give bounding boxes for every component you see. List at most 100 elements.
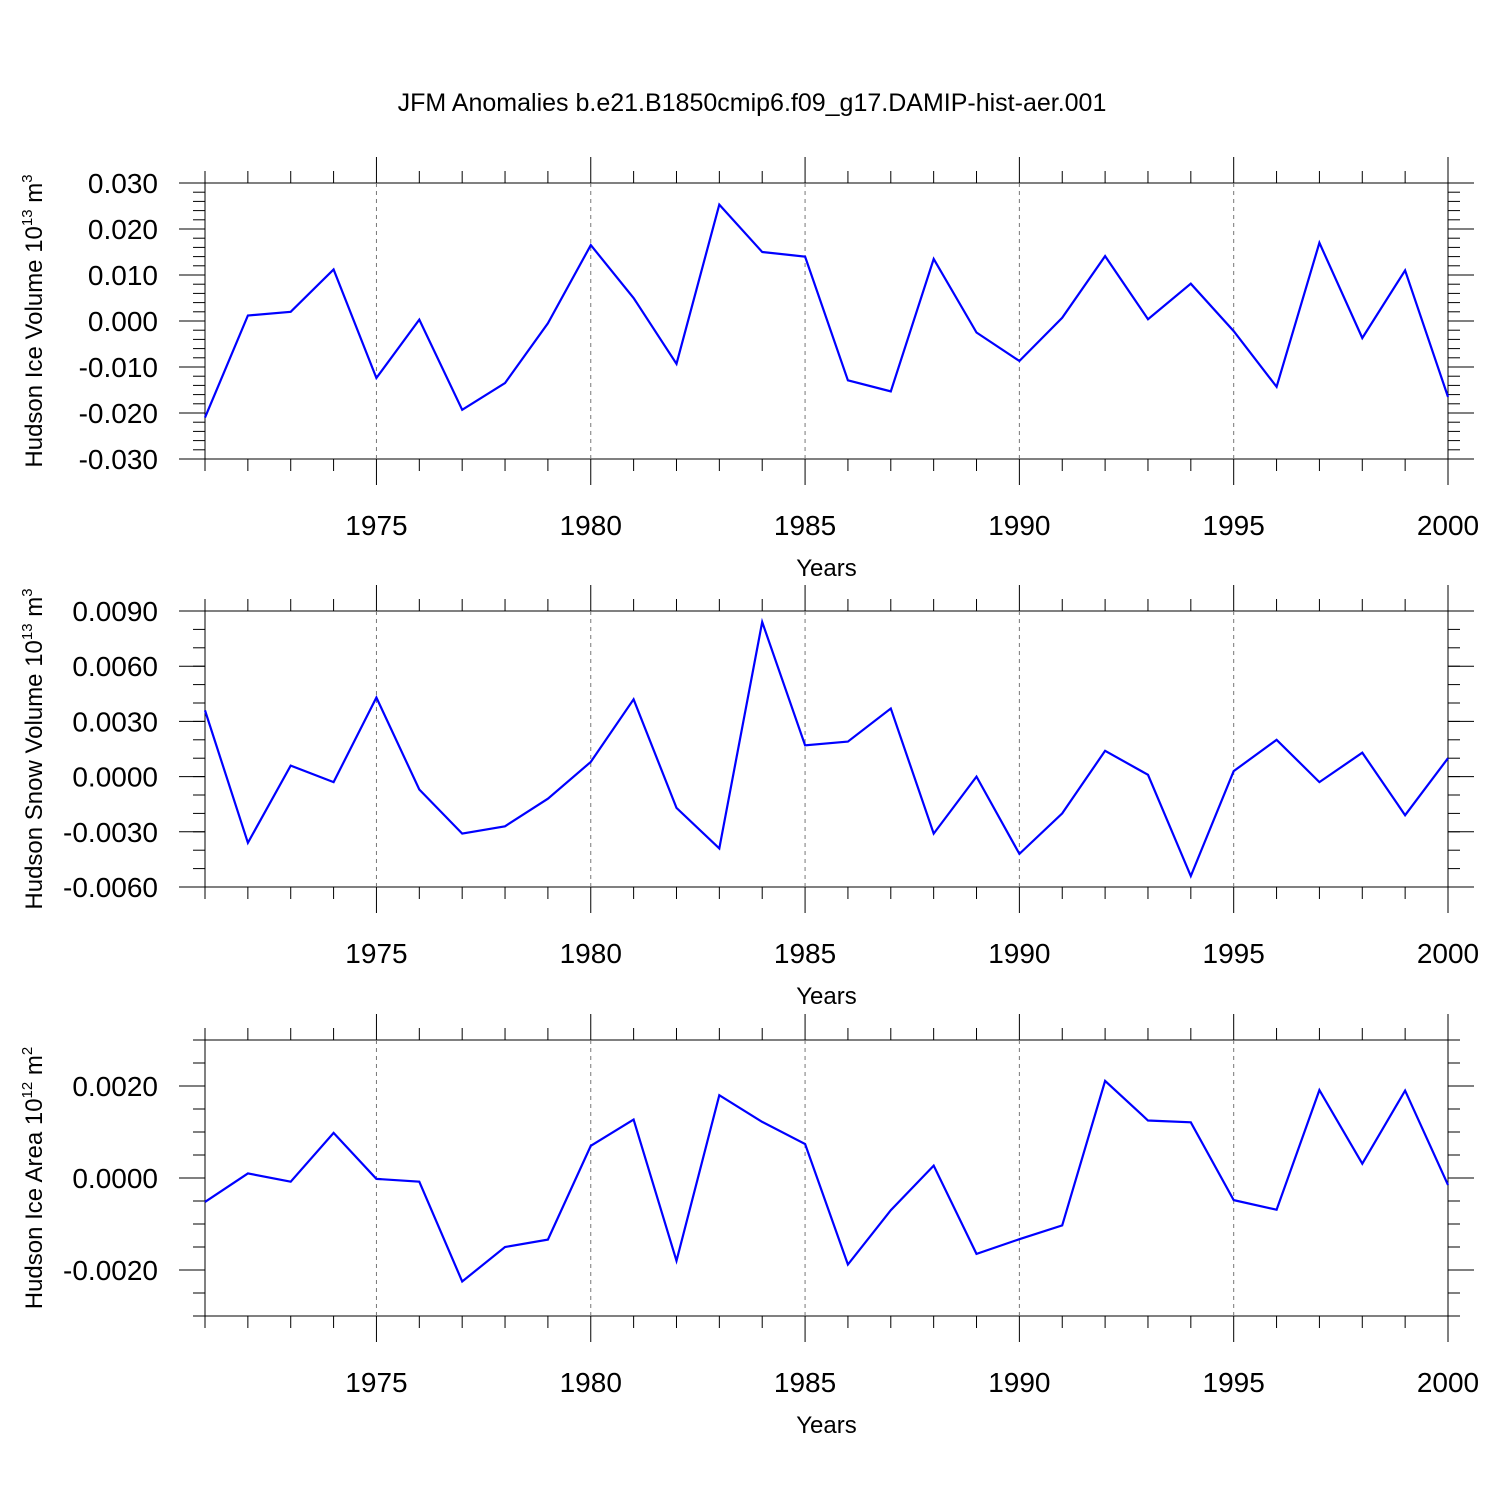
x-tick-label: 1975	[345, 510, 407, 541]
y-axis-title-base: Hudson Ice Area 10	[21, 1098, 48, 1309]
x-tick-label: 1975	[345, 938, 407, 969]
data-point	[246, 1171, 250, 1175]
x-tick-label: 1985	[774, 510, 836, 541]
data-point	[503, 1245, 507, 1249]
chart-panel-ice-volume: -0.030 -0.020 -0.010 0.000 0.010 0.020 0.030 19…	[19, 157, 1479, 582]
data-point	[717, 203, 721, 207]
data-point	[803, 743, 807, 747]
data-point	[203, 416, 207, 420]
data-point	[374, 1177, 378, 1181]
data-point	[1275, 1208, 1279, 1212]
y-axis-title: Hudson Ice Volume 1013 m3	[19, 174, 48, 467]
data-point	[417, 318, 421, 322]
y-axis-title-base: Hudson Snow Volume 10	[21, 640, 48, 910]
data-point	[374, 695, 378, 699]
data-point	[846, 378, 850, 382]
data-point	[546, 797, 550, 801]
x-axis-title: Years	[796, 1412, 857, 1439]
x-tick-label: 2000	[1417, 510, 1479, 541]
y-tick-label: 0.000	[88, 306, 158, 337]
y-axis-title-unit: m	[21, 597, 48, 624]
chart-panel-snow-volume: -0.0060 -0.0030 0.0000 0.0030 0.0060 0.0090 19…	[19, 585, 1479, 1010]
y-axis-title-unit: m	[21, 1055, 48, 1082]
data-point	[1146, 773, 1150, 777]
data-point	[417, 1180, 421, 1184]
x-axis-title: Years	[796, 555, 857, 582]
y-axis-title-unit-exponent: 2	[19, 1047, 36, 1055]
data-point	[417, 787, 421, 791]
panels: -0.030 -0.020 -0.010 0.000 0.010 0.020 0.030 19…	[19, 157, 1479, 1439]
data-point	[1103, 254, 1107, 258]
series-line-snow-volume	[203, 617, 1449, 879]
data-point	[1275, 385, 1279, 389]
data-point	[1232, 769, 1236, 773]
data-point	[674, 1259, 678, 1263]
data-point	[846, 740, 850, 744]
data-point	[332, 267, 336, 271]
data-point	[1317, 1088, 1321, 1092]
data-point	[717, 1093, 721, 1097]
y-tick-label: 0.0090	[72, 596, 158, 627]
data-point	[760, 250, 764, 254]
data-point	[1146, 1119, 1150, 1123]
data-point	[1446, 395, 1450, 399]
x-tick-label: 1980	[560, 938, 622, 969]
data-point	[1446, 1183, 1450, 1187]
y-axis-title-exponent: 13	[19, 623, 36, 640]
y-axis-title-unit-exponent: 3	[19, 174, 36, 182]
data-point	[975, 331, 979, 335]
y-axis-title-base: Hudson Ice Volume 10	[21, 226, 48, 468]
data-point	[803, 255, 807, 259]
data-point	[632, 697, 636, 701]
data-point	[1232, 329, 1236, 333]
data-point	[1060, 316, 1064, 320]
x-tick-label: 1975	[345, 1367, 407, 1398]
data-point	[289, 1180, 293, 1184]
data-point	[975, 1252, 979, 1256]
x-tick-label: 1995	[1203, 938, 1265, 969]
data-point	[1403, 1089, 1407, 1093]
y-tick-label: 0.0060	[72, 651, 158, 682]
data-point	[203, 1200, 207, 1204]
data-point	[1232, 1198, 1236, 1202]
data-point	[1189, 874, 1193, 878]
y-axis-title: Hudson Snow Volume 1013 m3	[19, 588, 48, 909]
data-point	[1060, 1223, 1064, 1227]
data-point	[1360, 1162, 1364, 1166]
data-point	[503, 381, 507, 385]
y-tick-label: 0.0020	[72, 1071, 158, 1102]
chart-panel-ice-area: -0.0020 0.0000 0.0020 1975 1980 1985 1990 1995 2…	[19, 1014, 1479, 1439]
y-tick-label: -0.0060	[63, 872, 158, 903]
data-point	[503, 824, 507, 828]
data-point	[1275, 738, 1279, 742]
data-point	[289, 764, 293, 768]
data-point	[1017, 359, 1021, 363]
data-point	[1446, 756, 1450, 760]
data-point	[1017, 1237, 1021, 1241]
data-point	[1360, 336, 1364, 340]
y-tick-label: 0.0030	[72, 706, 158, 737]
data-point	[674, 806, 678, 810]
data-point	[760, 620, 764, 624]
y-tick-label: 0.030	[88, 168, 158, 199]
y-axis-title-exponent: 12	[19, 1082, 36, 1099]
y-tick-label: -0.0030	[63, 817, 158, 848]
x-tick-label: 1985	[774, 1367, 836, 1398]
data-point	[589, 1144, 593, 1148]
y-tick-label: -0.030	[79, 444, 158, 475]
y-axis-title-exponent: 13	[19, 209, 36, 226]
data-point	[1360, 751, 1364, 755]
data-point	[1317, 241, 1321, 245]
figure-title: JFM Anomalies b.e21.B1850cmip6.f09_g17.D…	[398, 89, 1107, 117]
data-point	[589, 760, 593, 764]
data-point	[846, 1262, 850, 1266]
data-point	[374, 376, 378, 380]
y-tick-label: -0.020	[79, 398, 158, 429]
data-point	[1403, 268, 1407, 272]
data-point	[332, 780, 336, 784]
y-tick-label: 0.020	[88, 214, 158, 245]
x-tick-label: 1980	[560, 510, 622, 541]
data-point	[1103, 749, 1107, 753]
data-point	[674, 362, 678, 366]
